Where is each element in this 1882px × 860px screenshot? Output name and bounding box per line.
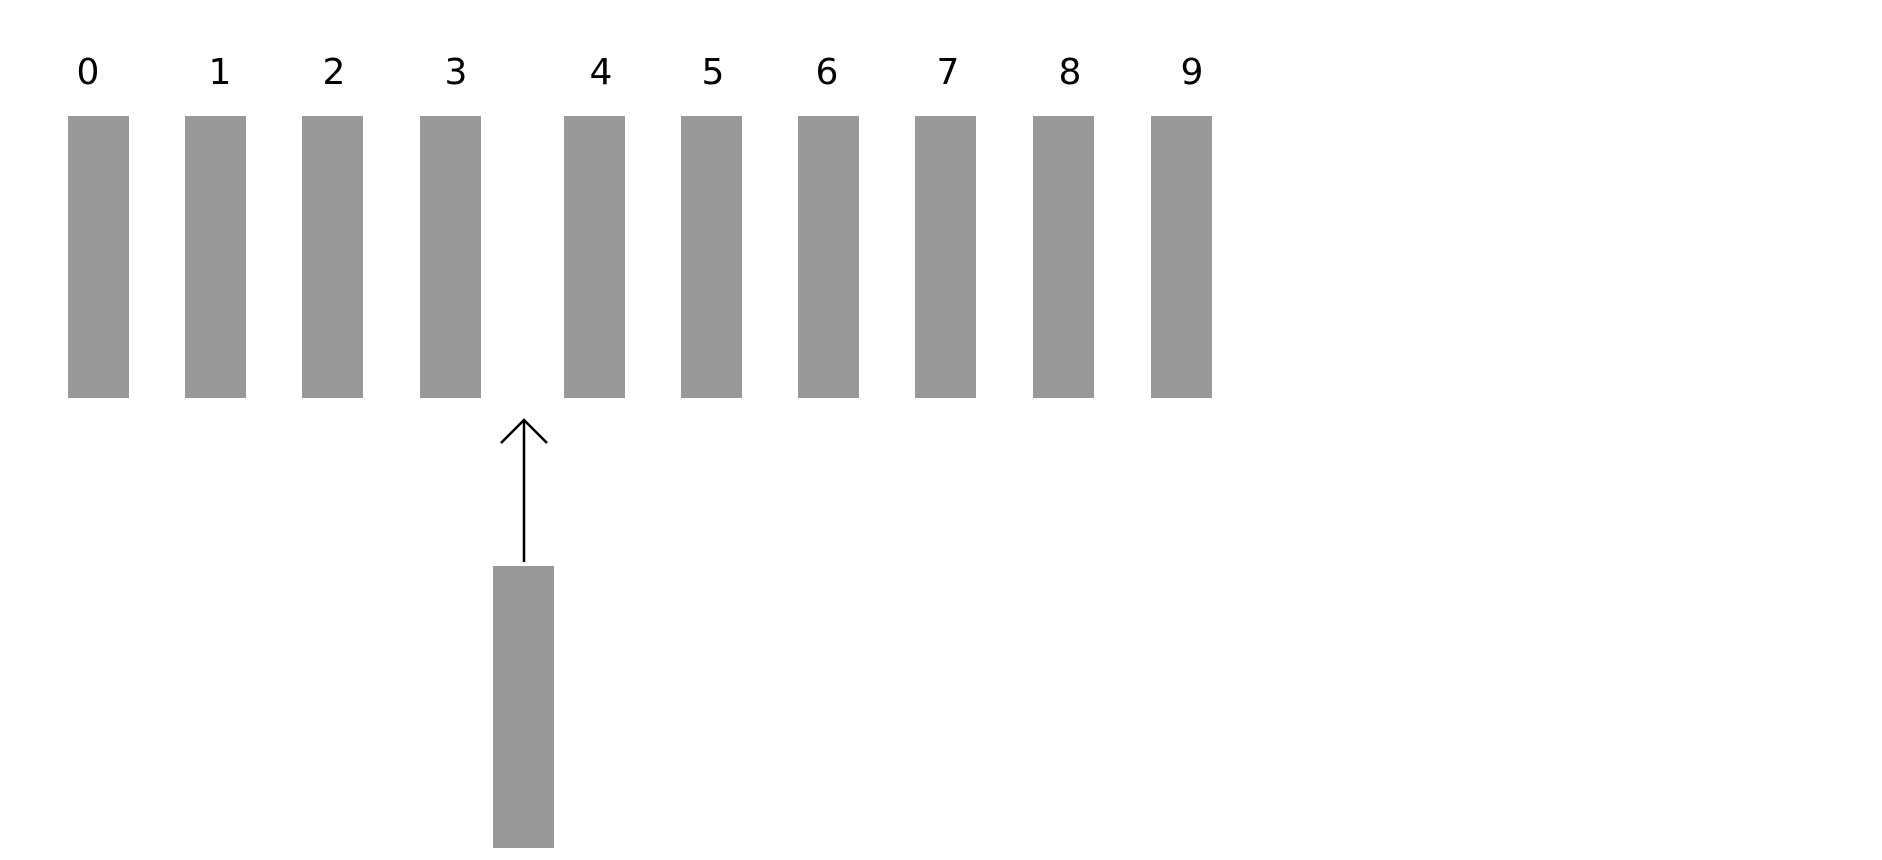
slot-bar-3 <box>420 116 481 398</box>
slot-label-4: 4 <box>590 52 613 93</box>
slot-label-1: 1 <box>209 52 232 93</box>
slot-bar-4 <box>564 116 625 398</box>
array-slots <box>68 116 1212 398</box>
slot-bar-1 <box>185 116 246 398</box>
slot-label-5: 5 <box>702 52 725 93</box>
arrow-head <box>500 418 548 444</box>
insertion-arrow <box>500 418 548 562</box>
slot-label-8: 8 <box>1059 52 1082 93</box>
slot-bar-8 <box>1033 116 1094 398</box>
slot-label-9: 9 <box>1181 52 1204 93</box>
slot-labels: 0 1 2 3 4 5 6 7 8 9 <box>77 52 1204 93</box>
slot-label-2: 2 <box>323 52 346 93</box>
new-element-bar <box>493 566 554 848</box>
slot-bar-6 <box>798 116 859 398</box>
slot-label-6: 6 <box>816 52 839 93</box>
slot-bar-7 <box>915 116 976 398</box>
slot-label-7: 7 <box>937 52 960 93</box>
slot-label-0: 0 <box>77 52 100 93</box>
slot-bar-5 <box>681 116 742 398</box>
slot-bar-2 <box>302 116 363 398</box>
slot-bar-0 <box>68 116 129 398</box>
slot-bar-9 <box>1151 116 1212 398</box>
slot-label-3: 3 <box>445 52 468 93</box>
